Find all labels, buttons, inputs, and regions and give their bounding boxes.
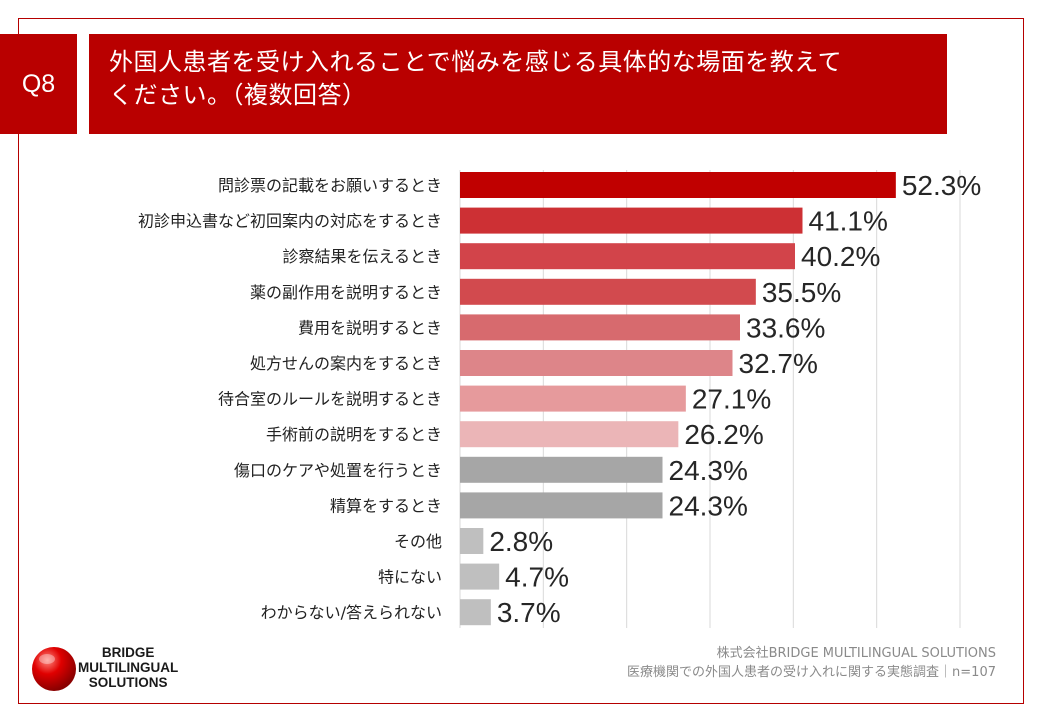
value-label: 35.5% <box>762 277 841 308</box>
title-line-2: ください。（複数回答） <box>109 81 367 109</box>
bar <box>460 456 663 483</box>
bar <box>460 350 733 376</box>
bar <box>460 528 484 554</box>
category-label: その他 <box>394 532 442 551</box>
question-badge: Q8 <box>0 34 77 134</box>
bar <box>460 563 500 590</box>
bar <box>460 278 756 305</box>
source-company: 株式会社BRIDGE MULTILINGUAL SOLUTIONS <box>716 646 996 661</box>
category-label: 初診申込書など初回案内の対応をするとき <box>138 212 442 231</box>
value-label: 26.2% <box>684 419 763 450</box>
logo-wordmark: BRIDGE MULTILINGUAL SOLUTIONS <box>78 645 178 690</box>
bar <box>460 421 679 448</box>
bar <box>460 314 740 341</box>
bar <box>460 172 896 198</box>
category-label: 手術前の説明をするとき <box>266 425 442 444</box>
category-label: 問診票の記載をお願いするとき <box>218 176 442 195</box>
bar <box>460 385 686 412</box>
value-label: 3.7% <box>497 597 561 628</box>
bar <box>460 599 491 626</box>
category-label: 精算をするとき <box>330 496 442 515</box>
bar <box>460 243 795 270</box>
category-label: 処方せんの案内をするとき <box>250 354 442 373</box>
value-label: 27.1% <box>692 384 771 415</box>
category-label: 傷口のケアや処置を行うとき <box>234 461 442 480</box>
value-label: 4.7% <box>505 562 569 593</box>
title-line-1: 外国人患者を受け入れることで悩みを感じる具体的な場面を教えて <box>109 48 843 76</box>
logo-line-2: MULTILINGUAL <box>78 660 179 675</box>
category-label: 特にない <box>378 568 442 587</box>
category-label: 待合室のルールを説明するとき <box>218 390 442 409</box>
value-label: 52.3% <box>902 170 981 201</box>
bar <box>460 207 803 234</box>
bridge-logo-icon <box>32 647 76 691</box>
question-title: 外国人患者を受け入れることで悩みを感じる具体的な場面を教えて ください。（複数回… <box>89 34 947 134</box>
value-label: 2.8% <box>489 526 553 557</box>
question-id: Q8 <box>21 69 56 98</box>
source-survey: 医療機関での外国人患者の受け入れに関する実態調査｜n=107 <box>627 665 996 680</box>
source-note: 株式会社BRIDGE MULTILINGUAL SOLUTIONS 医療機関での… <box>627 644 996 682</box>
value-label: 41.1% <box>809 206 888 237</box>
value-label: 32.7% <box>739 348 818 379</box>
logo-line-1: BRIDGE <box>101 645 155 660</box>
category-label: わからない/答えられない <box>261 603 442 622</box>
value-label: 24.3% <box>669 455 748 486</box>
logo-line-3: SOLUTIONS <box>88 675 168 690</box>
value-label: 33.6% <box>746 312 825 343</box>
category-label: 診察結果を伝えるとき <box>282 247 442 266</box>
bar <box>460 492 663 519</box>
value-label: 40.2% <box>801 241 880 272</box>
category-label: 薬の副作用を説明するとき <box>250 283 442 302</box>
category-label: 費用を説明するとき <box>298 318 442 337</box>
value-label: 24.3% <box>669 490 748 521</box>
